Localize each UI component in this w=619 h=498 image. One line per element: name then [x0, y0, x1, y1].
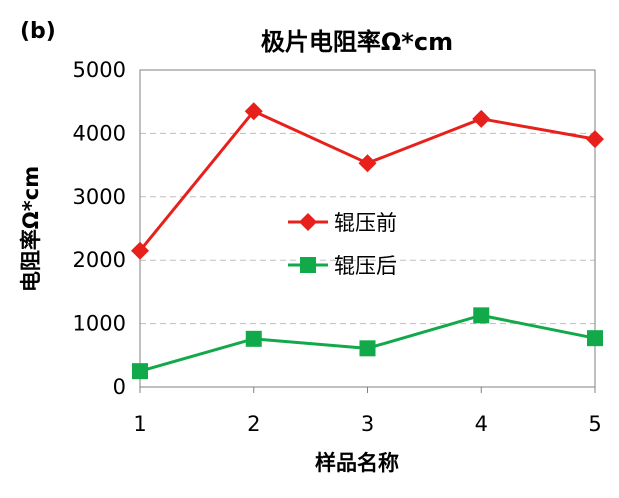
panel-label: (b)	[20, 19, 56, 44]
y-tick-label: 1000	[73, 312, 126, 336]
data-point-series-2	[359, 340, 376, 357]
y-tick-label: 3000	[73, 185, 126, 209]
legend-marker-1	[299, 213, 317, 231]
data-point-series-1	[131, 241, 149, 260]
x-tick-label: 2	[247, 412, 260, 436]
y-axis-label: 电阻率Ω*cm	[19, 166, 43, 292]
x-tick-label: 4	[475, 412, 488, 436]
y-tick-label: 4000	[73, 121, 126, 145]
x-axis-label: 样品名称	[315, 451, 399, 475]
axis-layer: 0 1000 2000 3000 4000 5000 1 2 3 4 5	[73, 58, 602, 436]
grid-layer	[140, 132, 595, 325]
data-point-series-2	[473, 307, 490, 324]
y-tick-label: 2000	[73, 248, 126, 272]
data-point-series-1	[358, 154, 377, 173]
x-tick-label: 1	[133, 412, 146, 436]
legend-marker-2	[300, 257, 316, 273]
data-point-series-1	[244, 102, 263, 121]
data-point-series-1	[472, 109, 491, 128]
series-layer	[131, 102, 604, 380]
x-tick-label: 5	[588, 412, 601, 436]
y-tick-label: 0	[113, 375, 126, 399]
data-point-series-1	[586, 130, 604, 149]
data-point-series-2	[132, 363, 148, 380]
data-point-series-2	[245, 330, 262, 347]
data-point-series-2	[587, 330, 603, 347]
legend-label-2: 辊压后	[334, 254, 397, 278]
x-tick-label: 3	[361, 412, 374, 436]
legend-label-1: 辊压前	[334, 211, 397, 235]
chart-title: 极片电阻率Ω*cm	[261, 28, 453, 56]
y-tick-label: 5000	[73, 58, 126, 82]
